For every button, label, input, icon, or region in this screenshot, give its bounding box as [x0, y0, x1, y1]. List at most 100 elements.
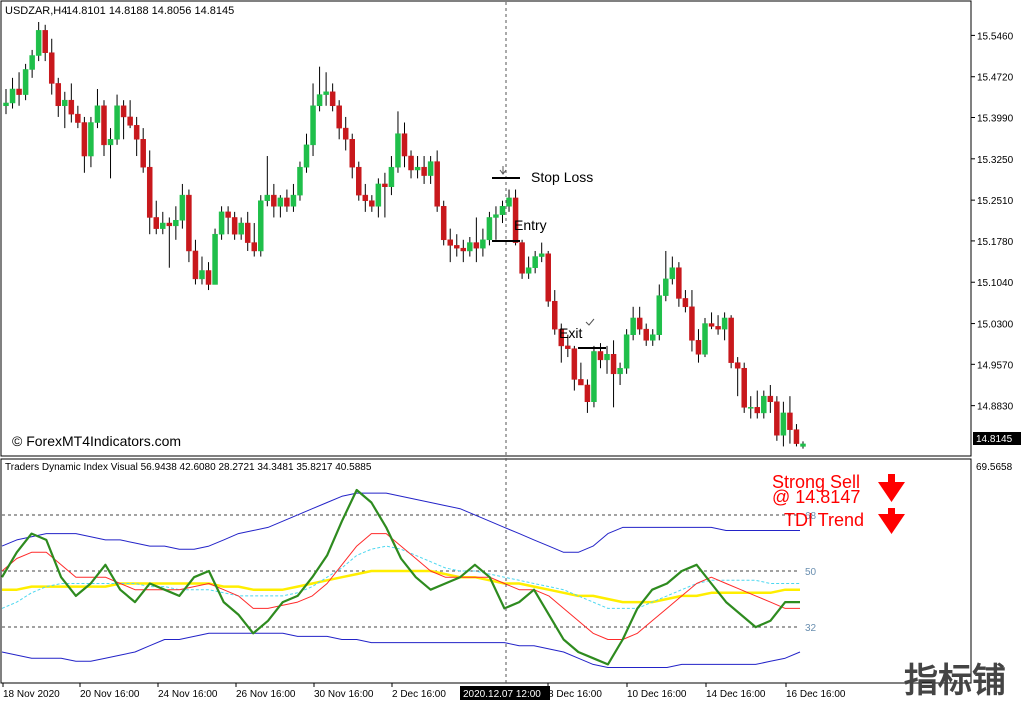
candle-body — [578, 379, 584, 386]
candle-body — [349, 139, 355, 168]
candle-body — [499, 206, 506, 215]
tdi-axis-max-label: 69.5658 — [976, 462, 1013, 473]
candle-body — [434, 161, 440, 207]
candle-body — [597, 351, 604, 361]
candle-body — [427, 161, 434, 176]
candle — [212, 228, 218, 285]
candle — [29, 49, 35, 78]
candle-body — [545, 253, 551, 302]
candle-body — [728, 317, 734, 363]
candle — [480, 228, 486, 257]
check-icon — [585, 318, 595, 326]
tdi-level-label: 68 — [805, 511, 817, 522]
candle — [774, 396, 780, 441]
candle — [120, 100, 127, 140]
candle-body — [774, 401, 780, 436]
candle — [454, 234, 460, 257]
candle-body — [62, 99, 68, 107]
candle — [258, 195, 264, 257]
candle — [166, 217, 173, 268]
candle — [421, 156, 427, 184]
candle-body — [656, 295, 663, 335]
candle — [578, 362, 584, 386]
tdi-series-line — [1, 488, 800, 666]
time-tick-label: 10 Dec 16:00 — [627, 689, 687, 700]
candle — [780, 401, 787, 447]
price-tick-label: 15.1780 — [977, 237, 1014, 248]
time-tick-label: 18 Nov 2020 — [3, 689, 60, 700]
candle-body — [558, 328, 565, 347]
candle — [460, 239, 467, 263]
candle-body — [218, 211, 225, 235]
tdi-indicator-pane[interactable] — [0, 458, 972, 684]
candle — [682, 290, 689, 313]
candle — [16, 72, 22, 106]
signal-line-3: TDI Trend — [784, 510, 864, 530]
candle-body — [493, 214, 499, 218]
candle-body — [258, 200, 264, 252]
time-tick-label: 14 Dec 16:00 — [706, 689, 766, 700]
candle — [473, 217, 480, 263]
candle-body — [42, 30, 48, 53]
candle-body — [356, 166, 362, 196]
candle-body — [264, 194, 271, 201]
candle — [499, 200, 506, 224]
candle-body — [238, 222, 244, 235]
candle — [303, 133, 310, 173]
candle-body — [460, 247, 467, 252]
candle — [160, 211, 166, 235]
candle — [62, 91, 68, 129]
candle-body — [604, 354, 610, 361]
candle — [787, 396, 793, 444]
candle-body — [447, 239, 453, 246]
candle-body — [212, 233, 218, 285]
candle-body — [297, 166, 303, 196]
candle — [617, 362, 623, 385]
candle — [630, 306, 636, 341]
sell-arrow-icon — [878, 474, 905, 502]
candle-body — [591, 351, 597, 402]
candle-body — [303, 144, 310, 168]
candle-body — [780, 412, 787, 436]
signal-line-1: Strong Sell — [772, 472, 860, 492]
candle — [552, 290, 558, 335]
candle-body — [192, 250, 199, 280]
candle — [107, 128, 114, 179]
candle — [447, 228, 453, 263]
candle — [225, 206, 231, 235]
candle — [382, 172, 388, 218]
candle-body — [702, 323, 708, 355]
candle-body — [715, 326, 721, 330]
tdi-signal-block: Strong Sell @ 14.8147 TDI Trend — [772, 472, 905, 534]
main-price-pane[interactable] — [0, 0, 972, 457]
candle — [519, 239, 525, 279]
candle-body — [251, 242, 257, 252]
exit-label: Exit — [559, 325, 582, 341]
candle-body — [277, 197, 284, 207]
tdi-series — [1, 488, 801, 668]
candle — [486, 211, 493, 246]
candle-body — [695, 340, 702, 355]
candle-body — [362, 194, 369, 201]
candle — [173, 206, 179, 240]
candle-body — [186, 194, 192, 252]
candle-body — [395, 133, 401, 168]
candle — [323, 72, 329, 106]
candle-body — [682, 298, 689, 308]
candle — [55, 77, 62, 117]
price-tick-label: 15.5460 — [977, 31, 1014, 42]
candle-body — [16, 88, 22, 95]
candle — [767, 384, 774, 413]
candle-body — [94, 105, 101, 123]
tdi-series-line — [1, 533, 800, 640]
candle — [643, 323, 649, 346]
candle — [81, 116, 88, 173]
current-price-label: 14.8145 — [976, 434, 1013, 445]
candle-body — [532, 256, 538, 268]
candle — [636, 306, 643, 335]
entry-label: Entry — [514, 217, 547, 233]
candle-body — [166, 222, 173, 227]
candle-body — [271, 194, 277, 207]
candle-body — [454, 245, 460, 249]
